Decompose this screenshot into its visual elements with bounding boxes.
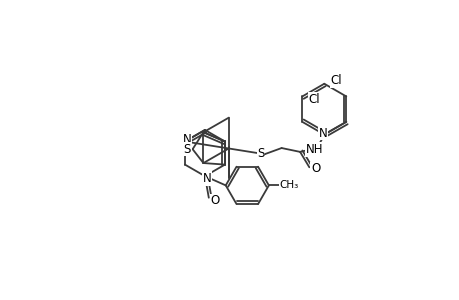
Text: CH₃: CH₃: [279, 180, 298, 190]
Text: NH: NH: [305, 143, 323, 156]
Text: S: S: [183, 143, 190, 156]
Text: N: N: [318, 127, 327, 140]
Text: Cl: Cl: [308, 93, 320, 106]
Text: N: N: [183, 134, 191, 146]
Text: O: O: [210, 194, 219, 207]
Text: O: O: [310, 162, 319, 175]
Text: Cl: Cl: [330, 74, 341, 87]
Text: S: S: [257, 147, 264, 160]
Text: N: N: [202, 172, 211, 185]
